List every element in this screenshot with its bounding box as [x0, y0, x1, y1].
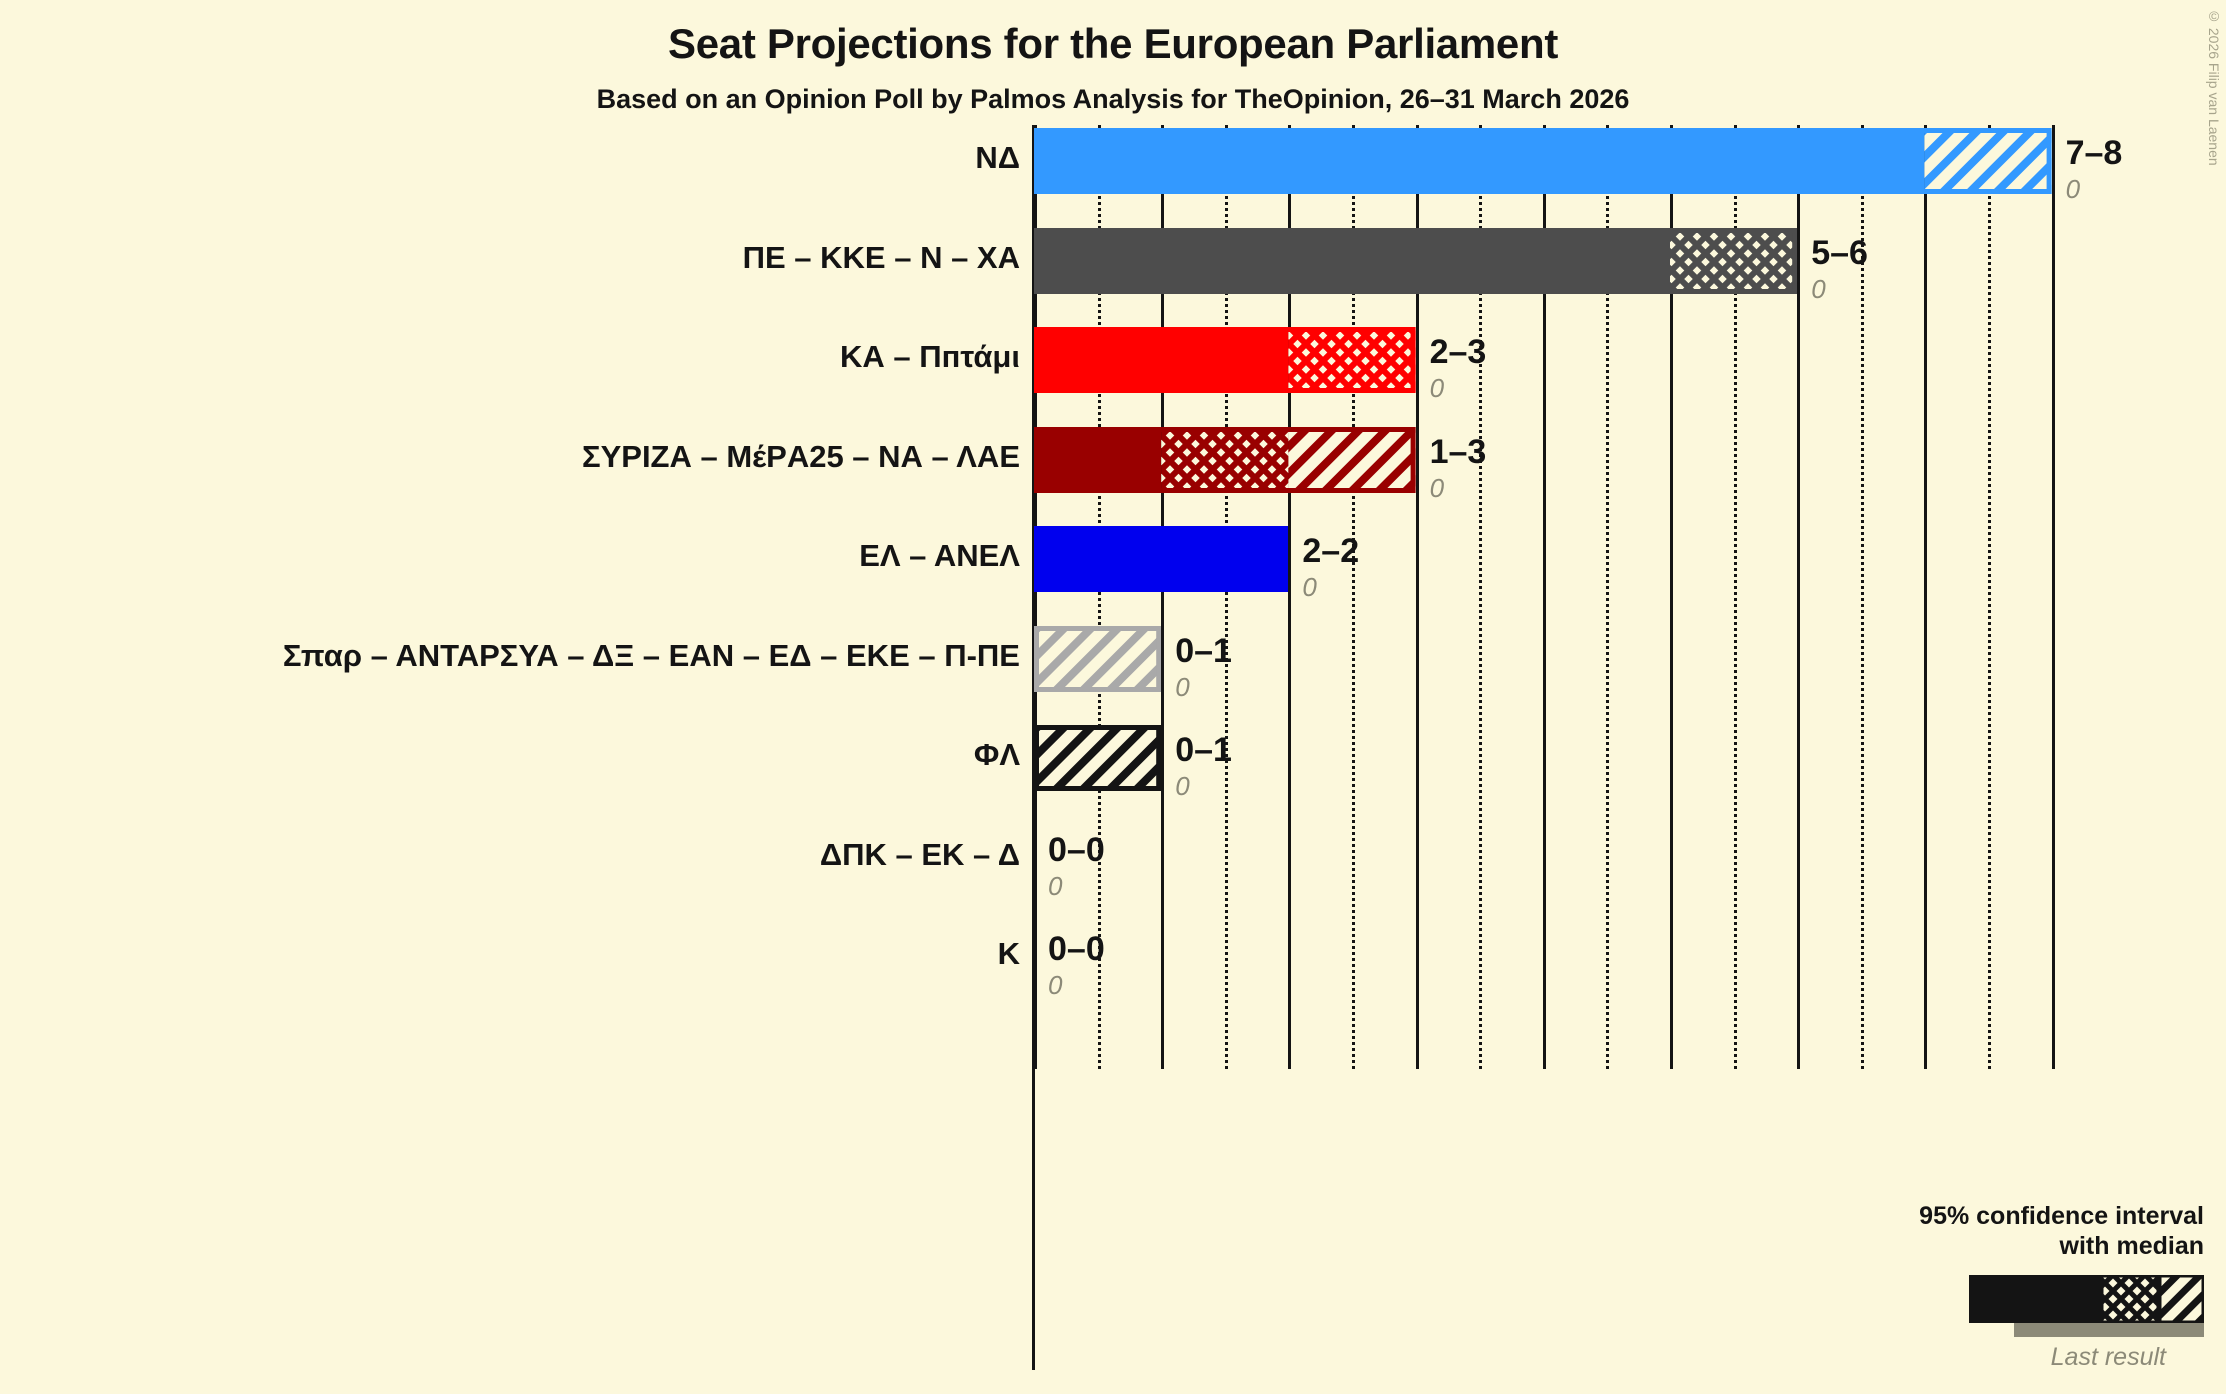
bar [1034, 625, 1162, 692]
gridline-major-3 [1415, 125, 1419, 1069]
copyright-notice: © 2026 Filip van Laenen [2206, 8, 2222, 166]
party-label: ΔΠΚ – ΕΚ – Δ [819, 836, 1020, 872]
gridline-major-4 [1542, 125, 1546, 1069]
value-range-label: 7–8 [2065, 134, 2123, 172]
gridline-major-5 [1670, 125, 1673, 1069]
last-result-value: 0 [1048, 870, 1063, 901]
legend-last-result-bar [2014, 1323, 2204, 1337]
last-result-value: 0 [1048, 970, 1063, 1000]
legend-line-2: with median [2059, 1231, 2204, 1260]
table-row: ΣΥΡΙΖΑ – ΜέPΑ25 – ΝΑ – ΛΑΕ 1–3 0 [0, 426, 2226, 503]
last-result-value: 0 [1429, 373, 1445, 403]
party-label: Κ [997, 936, 1020, 971]
bar-outline [1034, 426, 1416, 493]
bar-outline [1034, 725, 1162, 791]
bar-svg [1034, 426, 1416, 493]
gridline-minor-4.5 [1606, 125, 1610, 1069]
party-label: ΦΛ [973, 737, 1020, 772]
party-label: ΝΔ [975, 140, 1020, 175]
last-result-value: 0 [1175, 671, 1190, 702]
bar-segment-diagonal [1034, 725, 1162, 791]
bar-segment-crosshatch [1670, 227, 1798, 294]
value-range-label: 0–1 [1175, 731, 1232, 769]
table-row: Σπαρ – ΑΝΤΑΡΣΥΑ – ΔΞ – ΕΑΝ – ΕΔ – ΕΚΕ – … [0, 625, 2226, 702]
bar [1034, 426, 1416, 493]
bar-segment-solid [1034, 128, 1925, 194]
table-row: ΝΔ 7–8 0 [0, 128, 2226, 204]
table-row: Κ 0–0 0 [0, 924, 2226, 1000]
last-result-value: 0 [1429, 472, 1445, 503]
table-row: ΕΛ – ΑΝΕΛ 2–2 0 [0, 526, 2226, 602]
bar-segment-solid [1034, 426, 1162, 493]
bar [1034, 128, 2052, 194]
gridline-minor-0.5 [1097, 125, 1101, 1069]
value-range-label: 0–1 [1175, 631, 1232, 670]
party-label: ΠΕ – ΚΚΕ – Ν – ΧΑ [742, 239, 1020, 275]
value-range-label: 2–3 [1429, 333, 1487, 371]
table-row: ΔΠΚ – ΕΚ – Δ 0–0 0 [0, 825, 2226, 901]
bar-outline [1034, 526, 1289, 592]
bar-segment-crosshatch [1288, 327, 1416, 393]
last-result-value: 0 [1811, 273, 1826, 304]
gridline-major-7 [1924, 125, 1928, 1069]
value-range-label: 2–2 [1302, 532, 1360, 570]
chart-subtitle: Based on an Opinion Poll by Palmos Analy… [596, 84, 1630, 114]
bar-outline [1034, 625, 1162, 692]
gridline-major-0 [1034, 125, 1037, 1069]
last-result-value: 0 [1302, 572, 1317, 602]
gridline-minor-6.5 [1860, 125, 1864, 1069]
gridline-minor-7.5 [1988, 125, 1991, 1069]
bar-svg [1034, 128, 2052, 194]
y-axis-line [1032, 125, 1035, 1370]
value-range-label: 0–0 [1048, 830, 1105, 869]
party-label: ΕΛ – ΑΝΕΛ [859, 538, 1020, 573]
bar-segment-solid [1034, 227, 1670, 294]
party-label: ΚΑ – Πпτάμι [840, 339, 1020, 374]
gridline-minor-5.5 [1733, 125, 1737, 1069]
value-range-label: 1–3 [1429, 432, 1487, 471]
bar [1034, 327, 1416, 393]
table-row: ΚΑ – Πпτάμι 2–3 0 [0, 327, 2226, 403]
bar [1034, 725, 1162, 791]
gridline-minor-3.5 [1479, 125, 1483, 1069]
gridline-minor-2.5 [1352, 125, 1355, 1069]
bar-svg [1034, 227, 1798, 294]
legend: 95% confidence interval with median [1874, 1202, 2207, 1372]
gridline-minor-1.5 [1224, 125, 1228, 1069]
bar-outline [1034, 128, 2052, 194]
bar-svg [1034, 526, 1289, 592]
table-row: ΦΛ 0–1 0 [0, 725, 2226, 801]
bar-segment-solid [1034, 526, 1289, 592]
table-row: ΠΕ – ΚΚΕ – Ν – ΧΑ 5–6 0 [0, 227, 2226, 304]
party-label: ΣΥΡΙΖΑ – ΜέPΑ25 – ΝΑ – ΛΑΕ [581, 438, 1020, 474]
bar-segment-diagonal [1034, 625, 1162, 692]
legend-swatch [1969, 1272, 2207, 1326]
bar-svg [1034, 725, 1162, 791]
last-result-value: 0 [1175, 771, 1190, 801]
legend-line-1: 95% confidence interval [1919, 1202, 2204, 1230]
page-title: Seat Projections for the European Parlia… [667, 20, 1559, 67]
value-range-label: 5–6 [1811, 233, 1868, 272]
gridline-major-1 [1161, 125, 1165, 1069]
legend-last-result-label: Last result [2050, 1343, 2166, 1371]
bar [1034, 227, 1798, 294]
bar-segment-crosshatch [1161, 426, 1289, 493]
gridline-major-2 [1288, 125, 1292, 1069]
value-range-label: 0–0 [1048, 930, 1105, 968]
bar-outline [1034, 227, 1798, 294]
party-label: Σπαρ – ΑΝΤΑΡΣΥΑ – ΔΞ – ΕΑΝ – ΕΔ – ΕΚΕ – … [282, 637, 1020, 673]
bar [1034, 526, 1289, 592]
gridline-major-8 [2051, 125, 2055, 1069]
last-result-value: 0 [2065, 174, 2081, 204]
gridline-major-6 [1797, 125, 1801, 1069]
bar-segment-diagonal [1924, 128, 2052, 194]
bar-segment-solid [1034, 327, 1289, 393]
bar-segment-diagonal [1288, 426, 1416, 493]
bar-svg [1034, 625, 1162, 692]
legend-swatch-svg [1969, 1272, 2207, 1326]
bar-svg [1034, 327, 1416, 393]
bar-outline [1034, 327, 1416, 393]
